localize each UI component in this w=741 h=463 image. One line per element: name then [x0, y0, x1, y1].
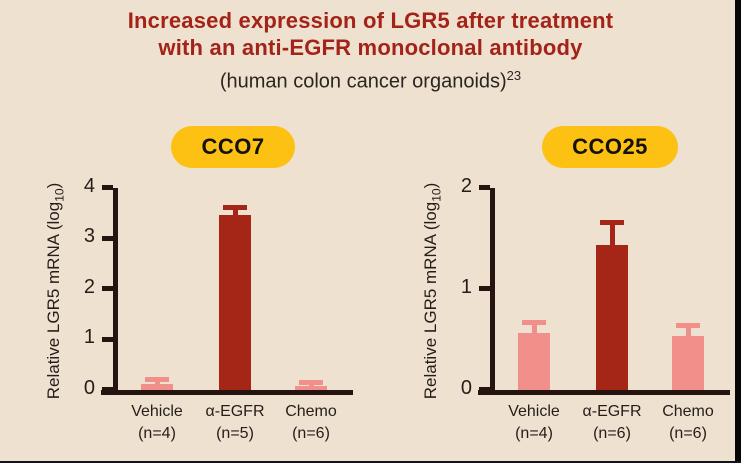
bar-egfr	[219, 215, 251, 390]
x-category-label-egfr: α-EGFR (n=5)	[190, 401, 280, 445]
chart-body: Relative LGR5 mRNA (log10) 0 1 2 Vehicle (n=…	[420, 175, 730, 446]
y-tick-mark	[479, 185, 490, 191]
pill-row: CCO25	[490, 125, 730, 168]
y-tick-label: 0	[83, 376, 95, 399]
error-bar-chemo	[308, 379, 314, 390]
chart-body: Relative LGR5 mRNA (log10) 0 1 2 3 4 Vehicle(…	[43, 175, 353, 446]
bar-vehicle	[141, 383, 173, 390]
x-category-label-vehicle: Vehicle (n=4)	[489, 401, 579, 445]
x-category-n: (n=5)	[216, 424, 254, 442]
y-axis-line	[113, 187, 118, 395]
error-bar-cap-vehicle	[522, 319, 546, 325]
title-block: Increased expression of LGR5 after treat…	[0, 0, 741, 96]
y-tick-mark	[479, 387, 490, 393]
x-category-name: α-EGFR	[582, 402, 642, 420]
y-tick-mark	[102, 185, 113, 191]
chart-panel-cco7: CCO7 Relative LGR5 mRNA (log10) 0 1 2 3 4 Veh…	[43, 125, 353, 446]
x-category-label-vehicle: Vehicle (n=4)	[112, 401, 202, 445]
y-tick-label: 2	[460, 174, 472, 197]
x-category-name: Vehicle	[131, 402, 183, 420]
error-bar-chemo	[685, 322, 691, 341]
y-tick-label: 0	[460, 376, 472, 399]
y-tick-mark	[102, 387, 113, 393]
plot-area: 0 1 2 3 4 Vehicle (n=4) α-EGFR (n=5) Chemo (n=6)	[84, 175, 353, 442]
bottom-edge-line	[0, 461, 741, 463]
y-tick-mark	[102, 235, 113, 241]
error-bar-vehicle	[531, 319, 537, 338]
subtitle-text: (human colon cancer organoids)	[219, 70, 507, 93]
y-tick-mark	[479, 286, 490, 292]
y-tick-label: 1	[460, 275, 472, 298]
x-axis-line	[478, 389, 730, 395]
x-category-name: Chemo	[662, 402, 714, 420]
y-tick-label: 3	[83, 225, 95, 248]
error-bar-egfr	[609, 219, 615, 250]
y-axis-line	[490, 187, 495, 395]
error-bar-cap-chemo	[299, 379, 323, 385]
x-category-label-chemo: Chemo (n=6)	[643, 401, 733, 445]
y-tick-mark	[102, 286, 113, 292]
x-category-label-chemo: Chemo (n=6)	[266, 401, 356, 445]
chart-panel-cco25: CCO25 Relative LGR5 mRNA (log10) 0 1 2 Vehi…	[420, 125, 730, 446]
bar-chemo	[295, 385, 327, 390]
error-bar-cap-egfr	[223, 205, 247, 211]
subtitle: (human colon cancer organoids)23	[0, 62, 741, 96]
x-category-n: (n=4)	[515, 424, 553, 442]
x-category-label-egfr: α-EGFR (n=6)	[567, 401, 657, 445]
error-bar-cap-vehicle	[145, 377, 169, 383]
right-edge-strip	[735, 0, 741, 463]
x-category-n: (n=6)	[669, 424, 707, 442]
y-tick-label: 2	[83, 275, 95, 298]
x-category-name: Chemo	[285, 402, 337, 420]
y-tick-label: 1	[83, 326, 95, 349]
error-bar-cap-egfr	[600, 219, 624, 225]
x-category-n: (n=6)	[593, 424, 631, 442]
charts-row: CCO7 Relative LGR5 mRNA (log10) 0 1 2 3 4 Veh…	[43, 125, 741, 446]
bar-egfr	[596, 245, 628, 390]
pill-row: CCO7	[113, 125, 353, 168]
y-axis-label-text: Relative LGR5 mRNA (log	[421, 201, 440, 399]
reference-superscript: 23	[506, 68, 522, 83]
y-tick-mark	[102, 336, 113, 342]
bar-chemo	[672, 336, 704, 390]
bar-vehicle	[518, 333, 550, 390]
x-category-name: Vehicle	[508, 402, 560, 420]
title-line-2: with an anti-EGFR monoclonal antibody	[158, 35, 583, 60]
error-bar-vehicle	[154, 377, 160, 388]
panel-label-badge: CCO7	[171, 125, 295, 168]
panel-label-badge: CCO25	[542, 125, 678, 168]
y-tick-label: 4	[83, 174, 95, 197]
x-category-name: α-EGFR	[205, 402, 265, 420]
error-bar-cap-chemo	[676, 322, 700, 328]
error-bar-egfr	[232, 205, 238, 220]
title-line-1: Increased expression of LGR5 after treat…	[127, 8, 614, 33]
x-category-n: (n=6)	[292, 424, 330, 442]
x-axis-line	[101, 389, 353, 395]
plot-area: 0 1 2 Vehicle (n=4) α-EGFR (n=6) Chemo (n=6)	[461, 175, 730, 442]
x-category-n: (n=4)	[138, 424, 176, 442]
